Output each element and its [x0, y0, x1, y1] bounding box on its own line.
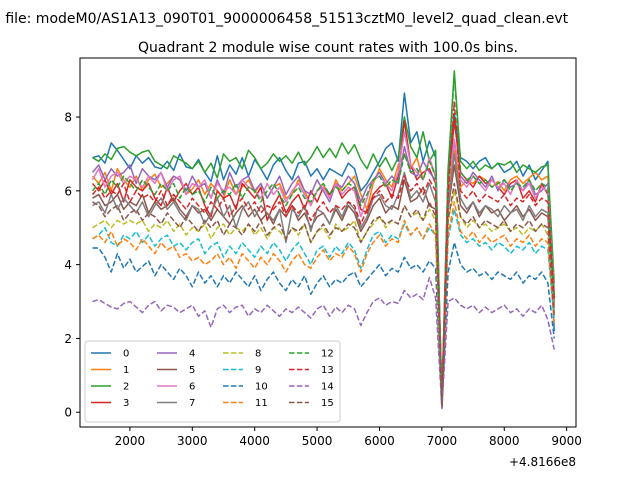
series-line-11	[92, 201, 555, 408]
figure-suptitle: n file: modeM0/AS1A13_090T01_9000006458_…	[0, 11, 569, 27]
series-line-14	[92, 276, 555, 410]
legend-label-15: 15	[321, 398, 334, 409]
legend-label-14: 14	[321, 382, 334, 393]
legend-label-9: 9	[255, 365, 261, 376]
legend-label-7: 7	[189, 398, 195, 409]
legend-label-8: 8	[255, 349, 261, 360]
x-offset-label: +4.8166e8	[509, 455, 576, 469]
x-tick-label: 4000	[239, 434, 270, 448]
legend-label-4: 4	[189, 349, 195, 360]
y-tick-label: 8	[64, 111, 72, 125]
x-tick-label: 7000	[427, 434, 458, 448]
series-layer	[91, 70, 555, 410]
legend-label-1: 1	[123, 365, 129, 376]
x-tick-label: 3000	[177, 434, 208, 448]
y-axis: 0 2 4 6 8	[64, 111, 80, 420]
series-line-9	[92, 208, 555, 408]
legend-label-6: 6	[189, 382, 195, 393]
legend-label-3: 3	[123, 398, 129, 409]
series-line-10	[92, 241, 555, 410]
legend-label-11: 11	[255, 398, 268, 409]
x-tick-label: 9000	[551, 434, 582, 448]
x-tick-label: 8000	[489, 434, 520, 448]
legend-label-10: 10	[255, 382, 268, 393]
x-tick-label: 2000	[115, 434, 146, 448]
legend-label-12: 12	[321, 349, 334, 360]
series-line-4	[91, 142, 555, 404]
series-line-7	[92, 153, 555, 406]
y-tick-label: 6	[64, 184, 72, 198]
y-tick-label: 4	[64, 258, 72, 272]
legend-label-5: 5	[189, 365, 195, 376]
plot-frame	[79, 57, 577, 428]
series-line-13	[91, 101, 555, 406]
series-line-6	[91, 131, 555, 402]
legend-label-2: 2	[123, 382, 129, 393]
legend-frame	[84, 340, 341, 423]
y-tick-label: 0	[64, 406, 72, 420]
x-tick-label: 6000	[364, 434, 395, 448]
legend-label-13: 13	[321, 365, 334, 376]
y-tick-label: 2	[64, 332, 72, 346]
x-tick-label: 5000	[302, 434, 333, 448]
series-line-15	[92, 182, 555, 408]
series-line-12	[91, 72, 555, 406]
x-axis: 2000 3000 4000 5000 6000 7000 8000 9000	[115, 427, 582, 448]
chart-title: Quadrant 2 module wise count rates with …	[138, 40, 518, 56]
series-line-2	[92, 70, 555, 406]
legend-label-0: 0	[123, 349, 129, 360]
